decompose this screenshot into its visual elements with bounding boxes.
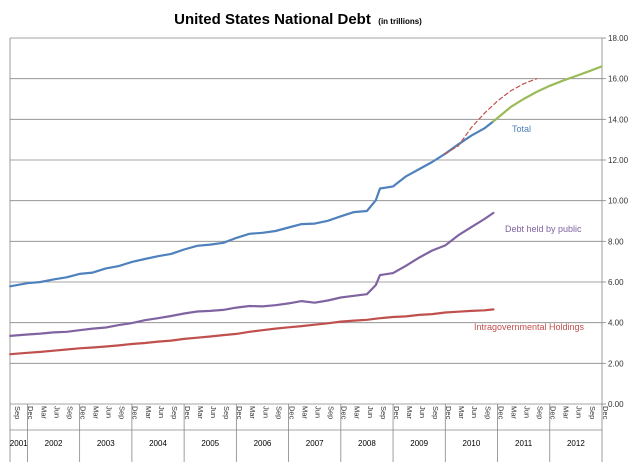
x-month-label: Jun bbox=[418, 406, 427, 418]
x-month-label: Sep bbox=[118, 406, 127, 419]
x-month-label: Mar bbox=[405, 406, 414, 419]
y-tick-label: 2.00 bbox=[608, 359, 624, 368]
x-year-label: 2009 bbox=[410, 439, 428, 448]
x-month-label: Dec bbox=[183, 406, 192, 420]
x-year-label: 2012 bbox=[567, 439, 585, 448]
x-month-label: Sep bbox=[222, 406, 231, 419]
x-month-label: Sep bbox=[431, 406, 440, 419]
x-month-label: Sep bbox=[170, 406, 179, 419]
x-month-label: Dec bbox=[444, 406, 453, 420]
x-month-label: Jun bbox=[261, 406, 270, 418]
y-tick-label: 6.00 bbox=[608, 278, 624, 287]
x-month-label: Jun bbox=[470, 406, 479, 418]
x-year-label: 2010 bbox=[463, 439, 481, 448]
x-year-label: 2003 bbox=[97, 439, 115, 448]
y-tick-label: 14.00 bbox=[608, 115, 629, 124]
x-month-label: Sep bbox=[588, 406, 597, 419]
x-month-label: Sep bbox=[13, 406, 22, 419]
x-month-label: Jun bbox=[52, 406, 61, 418]
x-year-label: 2006 bbox=[254, 439, 272, 448]
series-line-total-projection bbox=[492, 65, 603, 123]
gridlines bbox=[10, 37, 602, 405]
x-month-label: Jun bbox=[366, 406, 375, 418]
x-month-label: Dec bbox=[601, 406, 610, 420]
x-month-label: Mar bbox=[39, 406, 48, 419]
x-month-label: Sep bbox=[327, 406, 336, 419]
x-month-label: Jun bbox=[209, 406, 218, 418]
x-month-label: Sep bbox=[379, 406, 388, 419]
series-annotations: Total Debt held by public Intragovernmenta… bbox=[474, 124, 585, 332]
y-tick-label: 12.00 bbox=[608, 156, 629, 165]
series-line-debt-held-by-public bbox=[9, 211, 495, 337]
series-lines bbox=[9, 65, 603, 356]
chart-title-main: United States National Debt bbox=[174, 11, 371, 28]
x-year-label: 2001 bbox=[10, 439, 28, 448]
x-month-label: Dec bbox=[496, 406, 505, 420]
x-month-label: Mar bbox=[248, 406, 257, 419]
series-line-total-alternate-projection bbox=[444, 78, 538, 155]
x-month-label: Dec bbox=[235, 406, 244, 420]
x-month-label: Mar bbox=[92, 406, 101, 419]
x-month-label: Jun bbox=[314, 406, 323, 418]
x-month-label: Dec bbox=[78, 406, 87, 420]
annotation-debt-held-by-public: Debt held by public bbox=[505, 224, 582, 234]
y-tick-label: 18.00 bbox=[608, 34, 629, 43]
chart-title: United States National Debt (in trillion… bbox=[174, 11, 422, 28]
x-month-label: Mar bbox=[562, 406, 571, 419]
x-month-label: Mar bbox=[300, 406, 309, 419]
x-month-label: Jun bbox=[575, 406, 584, 418]
x-month-label: Sep bbox=[274, 406, 283, 419]
annotation-intragovernmental-holdings: Intragovernmental Holdings bbox=[474, 322, 585, 332]
x-month-label: Jun bbox=[157, 406, 166, 418]
x-month-label: Mar bbox=[353, 406, 362, 419]
x-year-label: 2011 bbox=[515, 439, 533, 448]
x-month-label: Dec bbox=[549, 406, 558, 420]
x-year-label: 2002 bbox=[45, 439, 63, 448]
x-month-label: Jun bbox=[522, 406, 531, 418]
y-tick-label: 4.00 bbox=[608, 319, 624, 328]
y-tick-label: 8.00 bbox=[608, 237, 624, 246]
chart-subtitle: (in trillions) bbox=[378, 17, 422, 26]
axes: 0.00 2.00 4.00 6.00 8.00 10.00 12.00 14.00 16.00… bbox=[9, 34, 629, 462]
x-month-label: Dec bbox=[131, 406, 140, 420]
x-year-label: 2005 bbox=[201, 439, 219, 448]
x-month-label: Mar bbox=[144, 406, 153, 419]
x-month-label: Mar bbox=[457, 406, 466, 419]
x-month-label: Dec bbox=[26, 406, 35, 420]
annotation-total: Total bbox=[512, 124, 531, 134]
y-tick-label: 16.00 bbox=[608, 75, 629, 84]
x-month-label: Mar bbox=[509, 406, 518, 419]
series-line-intragovernmental-holdings bbox=[9, 308, 495, 356]
x-month-label: Sep bbox=[65, 406, 74, 419]
x-year-label: 2004 bbox=[149, 439, 167, 448]
series-line-total bbox=[9, 120, 495, 288]
y-tick-label: 0.00 bbox=[608, 400, 624, 409]
x-month-label: Mar bbox=[196, 406, 205, 419]
x-month-label: Dec bbox=[392, 406, 401, 420]
x-year-label: 2007 bbox=[306, 439, 324, 448]
x-month-label: Jun bbox=[105, 406, 114, 418]
y-tick-label: 10.00 bbox=[608, 197, 629, 206]
x-year-label: 2008 bbox=[358, 439, 376, 448]
x-month-label: Dec bbox=[340, 406, 349, 420]
x-month-label: Sep bbox=[483, 406, 492, 419]
x-month-label: Sep bbox=[536, 406, 545, 419]
x-month-label: Dec bbox=[287, 406, 296, 420]
